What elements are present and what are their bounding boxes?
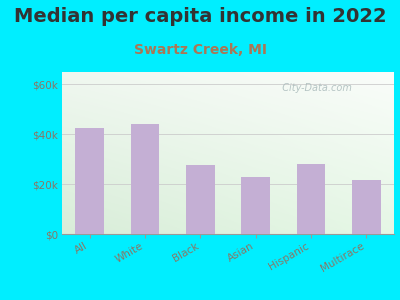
Bar (352, 180, 381, 234)
Text: Swartz Creek, MI: Swartz Creek, MI (134, 44, 266, 58)
Bar (75, 128, 104, 234)
Bar (241, 177, 270, 234)
Bar (297, 164, 325, 234)
Text: Median per capita income in 2022: Median per capita income in 2022 (14, 8, 386, 26)
Bar (186, 166, 215, 234)
Text: City-Data.com: City-Data.com (276, 83, 352, 93)
Bar (131, 124, 159, 234)
